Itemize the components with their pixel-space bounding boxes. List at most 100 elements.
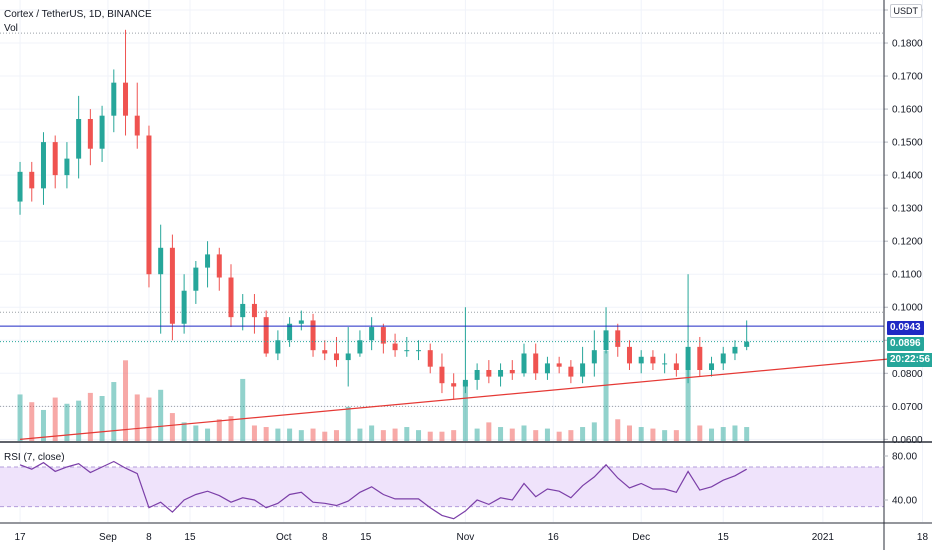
volume-bar <box>263 427 269 441</box>
price-tick-label: 0.0700 <box>892 402 923 413</box>
date-tick-label: 15 <box>360 532 372 543</box>
candle-body <box>580 363 586 377</box>
candle-body <box>240 303 246 318</box>
candle-body <box>134 115 140 136</box>
volume-bar <box>404 427 410 441</box>
candle-body <box>158 247 164 275</box>
candle-body <box>193 267 199 291</box>
candle-body <box>310 320 316 351</box>
volume-bar <box>87 392 93 441</box>
volume-bar <box>310 428 316 441</box>
candle-body <box>685 346 691 370</box>
candle-body <box>181 290 187 324</box>
date-tick-label: 2021 <box>812 532 835 543</box>
price-tick-label: 0.1700 <box>892 72 923 83</box>
volume-bar <box>732 425 738 441</box>
candle-body <box>521 353 527 374</box>
volume-bar <box>216 419 222 441</box>
candle-body <box>650 356 656 364</box>
candle-body <box>169 247 175 324</box>
price-tick-label: 0.0600 <box>892 435 923 446</box>
price-tick-label: 0.1800 <box>892 39 923 50</box>
price-tick-label: 0.0800 <box>892 369 923 380</box>
date-tick-label: Sep <box>99 532 117 543</box>
volume-bar <box>76 400 82 441</box>
volume-bar <box>99 396 105 441</box>
candle-body <box>451 383 457 387</box>
candle-body <box>87 118 93 149</box>
candle-body <box>228 277 234 318</box>
volume-bar <box>287 428 293 441</box>
date-tick-label: Oct <box>276 532 292 543</box>
candle-body <box>474 369 480 380</box>
candle-body <box>662 363 668 365</box>
candle-body <box>568 366 574 377</box>
candle-body <box>744 341 750 347</box>
rsi-line <box>19 460 747 520</box>
rsi-band <box>0 467 884 507</box>
volume-bar <box>662 430 668 441</box>
volume-bar <box>17 394 23 441</box>
date-tick-label: 15 <box>718 532 730 543</box>
volume-bar <box>64 403 70 441</box>
volume-bar <box>568 430 574 441</box>
date-tick-label: Dec <box>632 532 650 543</box>
candle-body <box>76 118 82 159</box>
candle-body <box>275 340 281 354</box>
price-tick-label: 0.1000 <box>892 303 923 314</box>
volume-bar <box>134 394 140 441</box>
volume-bar <box>720 427 726 441</box>
price-pane <box>0 29 932 441</box>
volume-bar <box>251 425 257 441</box>
candle-body <box>427 350 433 367</box>
bar-countdown-badge: 20:22:56 <box>887 353 932 367</box>
candle-body <box>205 254 211 268</box>
volume-label: Vol <box>4 23 18 34</box>
candle-body <box>392 343 398 351</box>
volume-bar <box>638 427 644 441</box>
volume-bar <box>521 425 527 441</box>
last-price-badge: 0.0896 <box>887 337 924 351</box>
candle-body <box>333 353 339 361</box>
candle-body <box>345 353 351 361</box>
candle-body <box>603 330 609 351</box>
resistance-price-badge: 0.0943 <box>887 321 924 335</box>
date-tick-label: 15 <box>184 532 196 543</box>
volume-bar <box>380 430 386 441</box>
volume-bar <box>556 431 562 441</box>
candle-body <box>462 379 468 387</box>
volume-bar <box>673 430 679 441</box>
candle-body <box>498 369 504 377</box>
candle-body <box>369 327 375 341</box>
volume-bar <box>123 360 129 441</box>
volume-bar <box>416 430 422 441</box>
candle-body <box>263 317 269 354</box>
candle-body <box>287 323 293 341</box>
candle-body <box>509 369 515 374</box>
price-tick-label: 0.1400 <box>892 171 923 182</box>
candle-body <box>556 363 562 367</box>
trendline <box>19 354 932 440</box>
volume-bar <box>451 430 457 441</box>
volume-bar <box>744 427 750 441</box>
volume-bar <box>439 431 445 441</box>
volume-bar <box>533 430 539 441</box>
date-tick-label: 16 <box>548 532 560 543</box>
candle-body <box>29 171 35 189</box>
volume-bar <box>709 428 715 441</box>
volume-bar <box>333 430 339 441</box>
volume-bar <box>427 431 433 441</box>
date-tick-label: 8 <box>322 532 328 543</box>
volume-bar <box>650 428 656 441</box>
candle-body <box>123 82 129 116</box>
candle-body <box>720 353 726 364</box>
candle-body <box>416 350 422 352</box>
currency-button[interactable]: USDT <box>889 4 922 18</box>
grid-lines <box>0 0 923 522</box>
candle-body <box>697 346 703 370</box>
candle-body <box>251 303 257 318</box>
volume-bar <box>228 416 234 441</box>
volume-bar <box>626 425 632 441</box>
candle-body <box>111 82 117 116</box>
